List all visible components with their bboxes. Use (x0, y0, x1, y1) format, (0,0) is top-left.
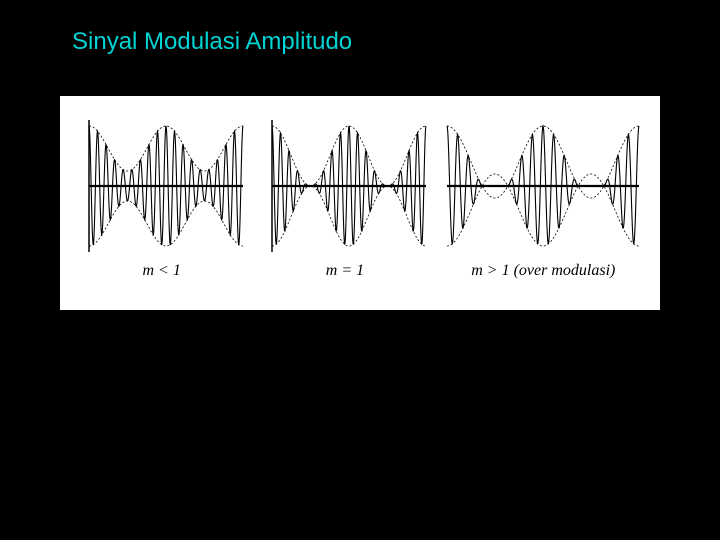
am-waveform-under (77, 116, 247, 256)
am-waveform-over (443, 116, 643, 256)
panel-under-modulation: m < 1 (77, 116, 247, 280)
page-title: Sinyal Modulasi Amplitudo (0, 0, 720, 56)
caption-over: m > 1 (over modulasi) (443, 262, 643, 280)
caption-critical: m = 1 (260, 262, 430, 280)
figure-container: m < 1 m = 1 m > 1 (over modulasi) (60, 96, 660, 310)
panel-critical-modulation: m = 1 (260, 116, 430, 280)
am-waveform-critical (260, 116, 430, 256)
panel-over-modulation: m > 1 (over modulasi) (443, 116, 643, 280)
caption-under: m < 1 (77, 262, 247, 280)
